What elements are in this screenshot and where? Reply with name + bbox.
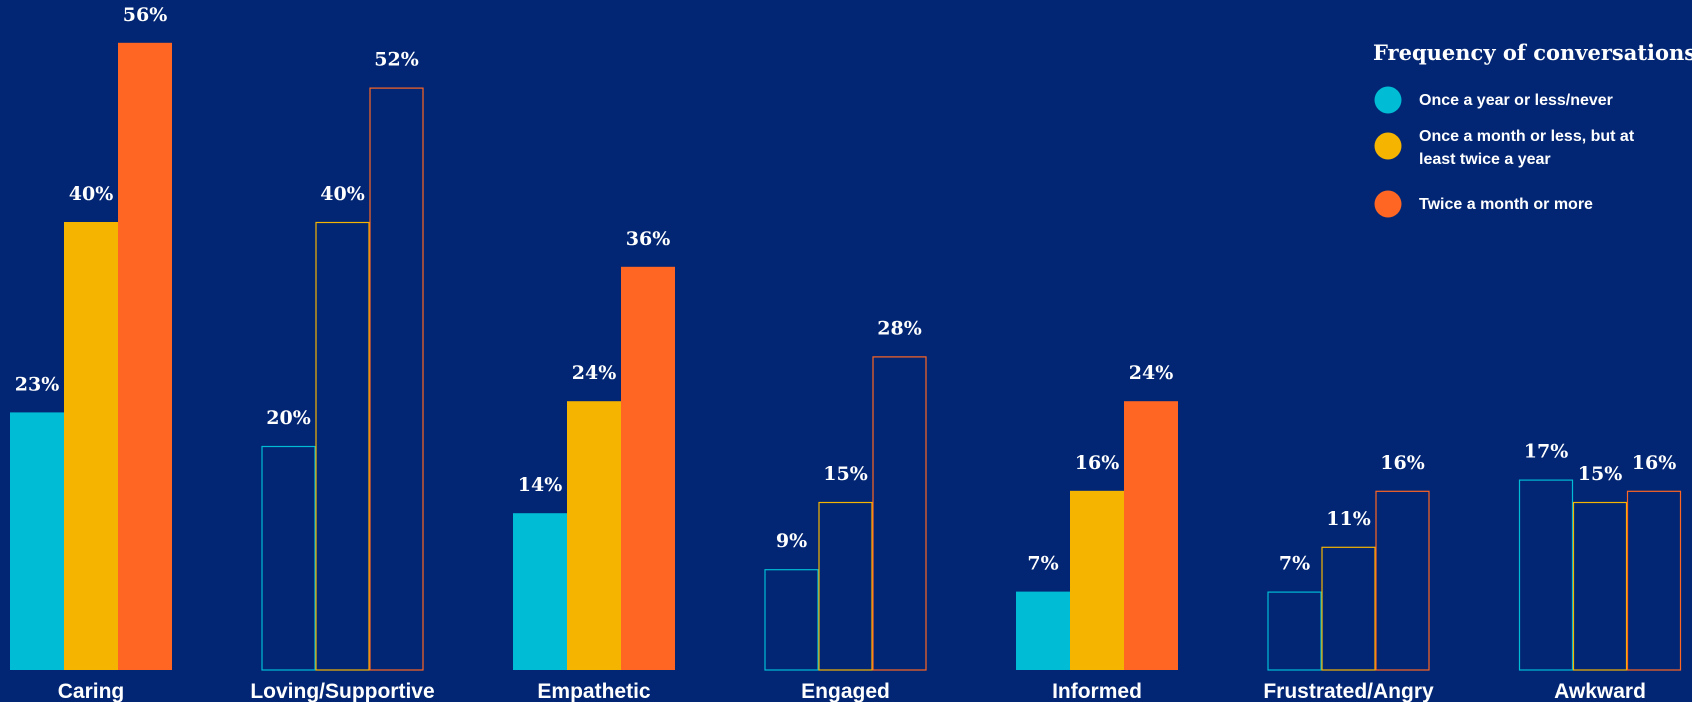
legend-label-3-line-1: Twice a month or more [1419, 196, 1593, 213]
legend-swatch-3 [1374, 190, 1402, 218]
value-label-informed-series-1: 7% [1027, 553, 1058, 575]
legend-title: Frequency of conversations [1373, 40, 1692, 65]
value-label-frustrated-angry-series-1: 7% [1279, 553, 1310, 575]
value-label-informed-series-2: 16% [1075, 452, 1120, 474]
bar-engaged-series-3 [872, 356, 927, 671]
bar-caring-series-2 [64, 222, 118, 670]
bar-engaged-series-2 [818, 501, 873, 671]
legend-label-2-line-2: least twice a year [1419, 151, 1551, 168]
value-labels-layer: 23% 40% 56% 20% 40% 52% 14% 24% 36% 9% 15% 28% 7% 16%… [15, 4, 1677, 575]
bar-informed-series-1 [1016, 591, 1070, 670]
bars-layer [10, 42, 1682, 671]
category-label-awkward: Awkward [1554, 680, 1646, 702]
value-label-loving-supportive-series-1: 20% [266, 407, 311, 429]
category-label-caring: Caring [58, 680, 125, 702]
bar-frustrated-angry-series-1 [1267, 591, 1322, 671]
value-label-empathetic-series-2: 24% [572, 362, 617, 384]
category-label-informed: Informed [1052, 680, 1142, 702]
value-label-awkward-series-1: 17% [1524, 441, 1569, 463]
value-label-caring-series-2: 40% [69, 183, 114, 205]
bar-frustrated-angry-series-2 [1321, 546, 1376, 671]
bar-empathetic-series-1 [513, 513, 567, 670]
bar-empathetic-series-2 [567, 401, 621, 670]
category-label-loving-supportive: Loving/Supportive [250, 680, 434, 702]
bar-informed-series-3 [1124, 401, 1178, 670]
value-label-engaged-series-2: 15% [823, 463, 868, 485]
bar-awkward-series-2 [1572, 501, 1628, 671]
legend-swatch-2 [1374, 132, 1402, 160]
bar-caring-series-3 [118, 42, 172, 671]
category-label-frustrated-angry: Frustrated/Angry [1263, 680, 1434, 702]
legend-swatch-1 [1374, 86, 1402, 114]
value-label-loving-supportive-series-3: 52% [374, 49, 419, 71]
value-label-empathetic-series-3: 36% [626, 228, 671, 250]
legend-label-2-line-1: Once a month or less, but at [1419, 128, 1635, 145]
value-label-engaged-series-1: 9% [776, 530, 807, 552]
value-label-caring-series-3: 56% [123, 4, 168, 26]
value-label-awkward-series-2: 15% [1578, 463, 1623, 485]
legend-label-3: Twice a month or more [1419, 196, 1593, 213]
value-label-engaged-series-3: 28% [877, 317, 922, 339]
bar-loving-supportive-series-1 [261, 445, 316, 671]
category-label-engaged: Engaged [801, 680, 890, 702]
legend-label-1-line-1: Once a year or less/never [1419, 92, 1613, 109]
value-label-awkward-series-3: 16% [1632, 452, 1677, 474]
bar-awkward-series-3 [1626, 490, 1682, 671]
bar-empathetic-series-3 [621, 266, 675, 670]
bar-caring-series-1 [10, 412, 64, 670]
value-label-empathetic-series-1: 14% [518, 474, 563, 496]
bar-awkward-series-1 [1518, 479, 1574, 671]
category-label-empathetic: Empathetic [537, 680, 651, 702]
bar-loving-supportive-series-3 [369, 87, 424, 671]
value-label-frustrated-angry-series-3: 16% [1380, 452, 1425, 474]
category-labels-layer: Caring Loving/Supportive Empathetic Engaged… [58, 680, 1646, 702]
bar-engaged-series-1 [764, 569, 819, 671]
legend: Frequency of conversations Once a year or… [1373, 40, 1692, 218]
value-label-informed-series-3: 24% [1129, 362, 1174, 384]
legend-label-1: Once a year or less/never [1419, 92, 1613, 109]
value-label-frustrated-angry-series-2: 11% [1326, 508, 1371, 530]
legend-label-2: Once a month or less, but at least twice … [1419, 128, 1635, 168]
value-label-caring-series-1: 23% [15, 373, 60, 395]
bar-frustrated-angry-series-3 [1375, 490, 1430, 671]
bar-loving-supportive-series-2 [315, 221, 370, 671]
value-label-loving-supportive-series-2: 40% [320, 183, 365, 205]
bar-informed-series-2 [1070, 490, 1124, 670]
